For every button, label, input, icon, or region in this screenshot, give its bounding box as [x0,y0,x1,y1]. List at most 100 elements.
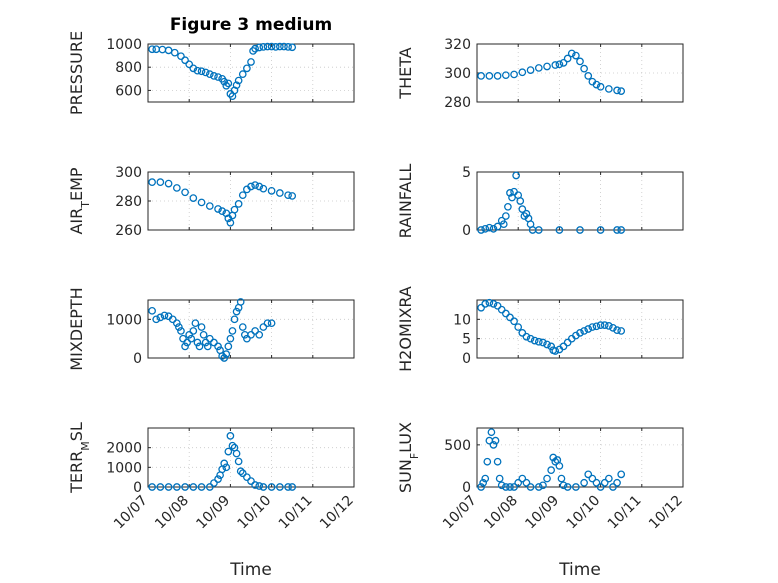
data-point [617,87,626,95]
plot-area [476,427,684,488]
subplot-6: 0 5 10 H2OMIXRA [396,286,684,372]
data-point [164,179,173,188]
axis-frame [147,299,355,359]
x-tick-label: 10/10 [235,493,275,533]
y-tick-label: 1000 [106,37,142,53]
data-point [522,478,531,487]
data-point [501,309,510,318]
data-point [222,350,231,358]
data-point [259,184,268,193]
data-point [267,187,276,195]
data-point [518,474,527,483]
data-point [516,197,525,205]
data-point [267,319,276,328]
data-point [249,47,257,55]
data-point [617,327,626,335]
data-point [559,342,568,351]
data-point [181,56,189,65]
y-tick-label: 1000 [106,460,142,476]
data-point [501,212,510,220]
data-point [222,81,231,90]
y-tick-label: 1000 [106,312,142,328]
y-tick-label: 280 [115,194,142,210]
axis-frame [476,299,684,359]
data-point [197,323,206,331]
data-point [238,70,247,79]
data-point [280,42,288,51]
data-point [539,338,547,347]
x-axis-label: Time [558,560,601,580]
data-point [501,483,510,491]
data-point [592,80,601,89]
data-point [551,347,560,355]
data-point [185,60,194,69]
data-point [238,469,247,478]
data-point [238,191,247,200]
data-point [156,178,165,186]
y-axis-label: THETA [396,47,415,99]
data-point [267,42,276,51]
data-point [604,474,613,483]
data-point [164,483,173,491]
data-point [214,475,222,483]
y-tick-label: 10 [453,312,471,328]
data-point [177,327,185,335]
data-point [499,220,508,229]
data-point [228,441,237,450]
data-point [218,352,227,360]
data-point [567,49,576,58]
data-point [199,330,208,339]
data-point [263,319,272,328]
x-tick-label: 10/07 [440,493,480,533]
data-point [220,459,229,468]
data-point [181,188,189,197]
data-point [189,194,198,202]
data-point [495,474,504,483]
y-axis-label: PRESSURE [67,31,86,115]
data-point [526,483,535,491]
data-point [543,62,551,71]
data-point [592,478,601,487]
x-tick-label: 10/11 [276,493,316,533]
data-point [609,323,617,332]
data-point [584,72,593,80]
data-point [534,337,543,346]
x-tick-label: 10/12 [317,493,357,533]
y-tick-label: 0 [133,480,142,496]
data-point [243,473,251,482]
data-point [168,315,177,324]
data-point [584,470,593,479]
data-point [584,325,593,333]
data-point [526,66,535,74]
y-tick-label: 0 [462,223,471,239]
subplot-4: 0 5 RAINFALL [396,164,684,239]
data-point [288,483,297,491]
data-point [600,478,609,487]
data-point [580,327,588,335]
data-point [493,301,502,310]
x-tick-label: 10/09 [522,493,562,533]
data-point [183,338,191,347]
data-point [477,483,485,491]
x-tick-label: 10/09 [193,493,233,533]
data-point [485,223,494,232]
y-axis-label: TERRMSL [67,422,92,494]
data-point [580,64,588,73]
data-point [226,334,235,343]
subplot-7: 0 1000 2000 10/07 10/08 10/09 10/10 10/11 10/12 T… [67,422,357,580]
data-point [156,483,165,491]
data-point [506,483,514,491]
data-point [588,474,597,483]
data-point [551,457,560,466]
data-point [238,323,247,331]
data-point [197,198,206,207]
data-point [247,182,255,191]
data-point [604,85,613,93]
data-point [255,182,264,191]
data-point [210,72,218,80]
data-point [220,77,229,86]
plot-area [147,427,355,488]
data-point [251,44,259,53]
y-tick-label: 0 [462,351,471,367]
data-point [228,327,237,335]
